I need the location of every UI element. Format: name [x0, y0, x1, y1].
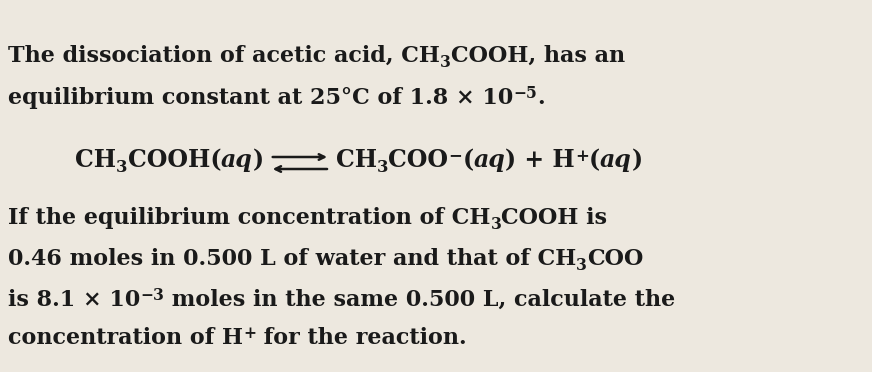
Text: ): ) [631, 148, 643, 172]
Text: 3: 3 [377, 159, 388, 176]
Text: ) + H: ) + H [505, 148, 575, 172]
Text: for the reaction.: for the reaction. [256, 327, 467, 349]
Text: (: ( [462, 148, 473, 172]
Text: 3: 3 [439, 54, 451, 71]
Text: CH: CH [336, 148, 377, 172]
Text: 3: 3 [490, 216, 501, 233]
Text: .: . [537, 87, 545, 109]
Text: +: + [575, 148, 589, 164]
Text: CH: CH [75, 148, 116, 172]
Text: aq: aq [600, 148, 631, 172]
Text: COOH(: COOH( [127, 148, 221, 172]
Text: COO: COO [587, 248, 644, 270]
Text: aq: aq [473, 148, 505, 172]
Text: aq: aq [221, 148, 253, 172]
Text: ): ) [253, 148, 264, 172]
Text: moles in the same 0.500 L, calculate the: moles in the same 0.500 L, calculate the [164, 289, 676, 311]
Text: (: ( [589, 148, 600, 172]
Text: concentration of H: concentration of H [8, 327, 243, 349]
Text: COO: COO [388, 148, 448, 172]
Text: 3: 3 [576, 257, 587, 274]
Text: equilibrium constant at 25°C of 1.8 × 10: equilibrium constant at 25°C of 1.8 × 10 [8, 87, 514, 109]
Text: 0.46 moles in 0.500 L of water and that of CH: 0.46 moles in 0.500 L of water and that … [8, 248, 576, 270]
Text: COOH is: COOH is [501, 207, 607, 229]
Text: 3: 3 [116, 159, 127, 176]
Text: −5: −5 [514, 85, 537, 102]
Text: −: − [448, 148, 462, 164]
Text: is 8.1 × 10: is 8.1 × 10 [8, 289, 140, 311]
Text: −3: −3 [140, 287, 164, 304]
Text: If the equilibrium concentration of CH: If the equilibrium concentration of CH [8, 207, 490, 229]
Text: COOH, has an: COOH, has an [451, 45, 625, 67]
Text: The dissociation of acetic acid, CH: The dissociation of acetic acid, CH [8, 45, 439, 67]
Text: +: + [243, 325, 256, 342]
